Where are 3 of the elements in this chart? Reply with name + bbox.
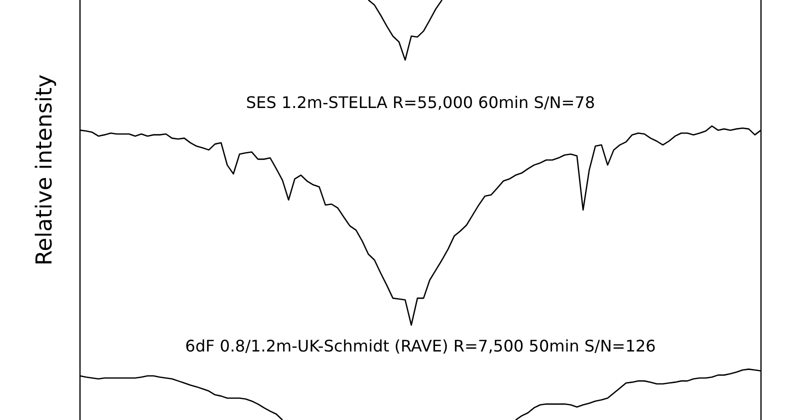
y-axis-title: Relative intensity — [32, 74, 58, 266]
series-label: 6dF 0.8/1.2m-UK-Schmidt (RAVE) R=7,500 50min S/N=126 — [185, 336, 656, 356]
text: SES 1.2m-STELLA R=55,000 60min S/N=78 — [246, 93, 596, 112]
